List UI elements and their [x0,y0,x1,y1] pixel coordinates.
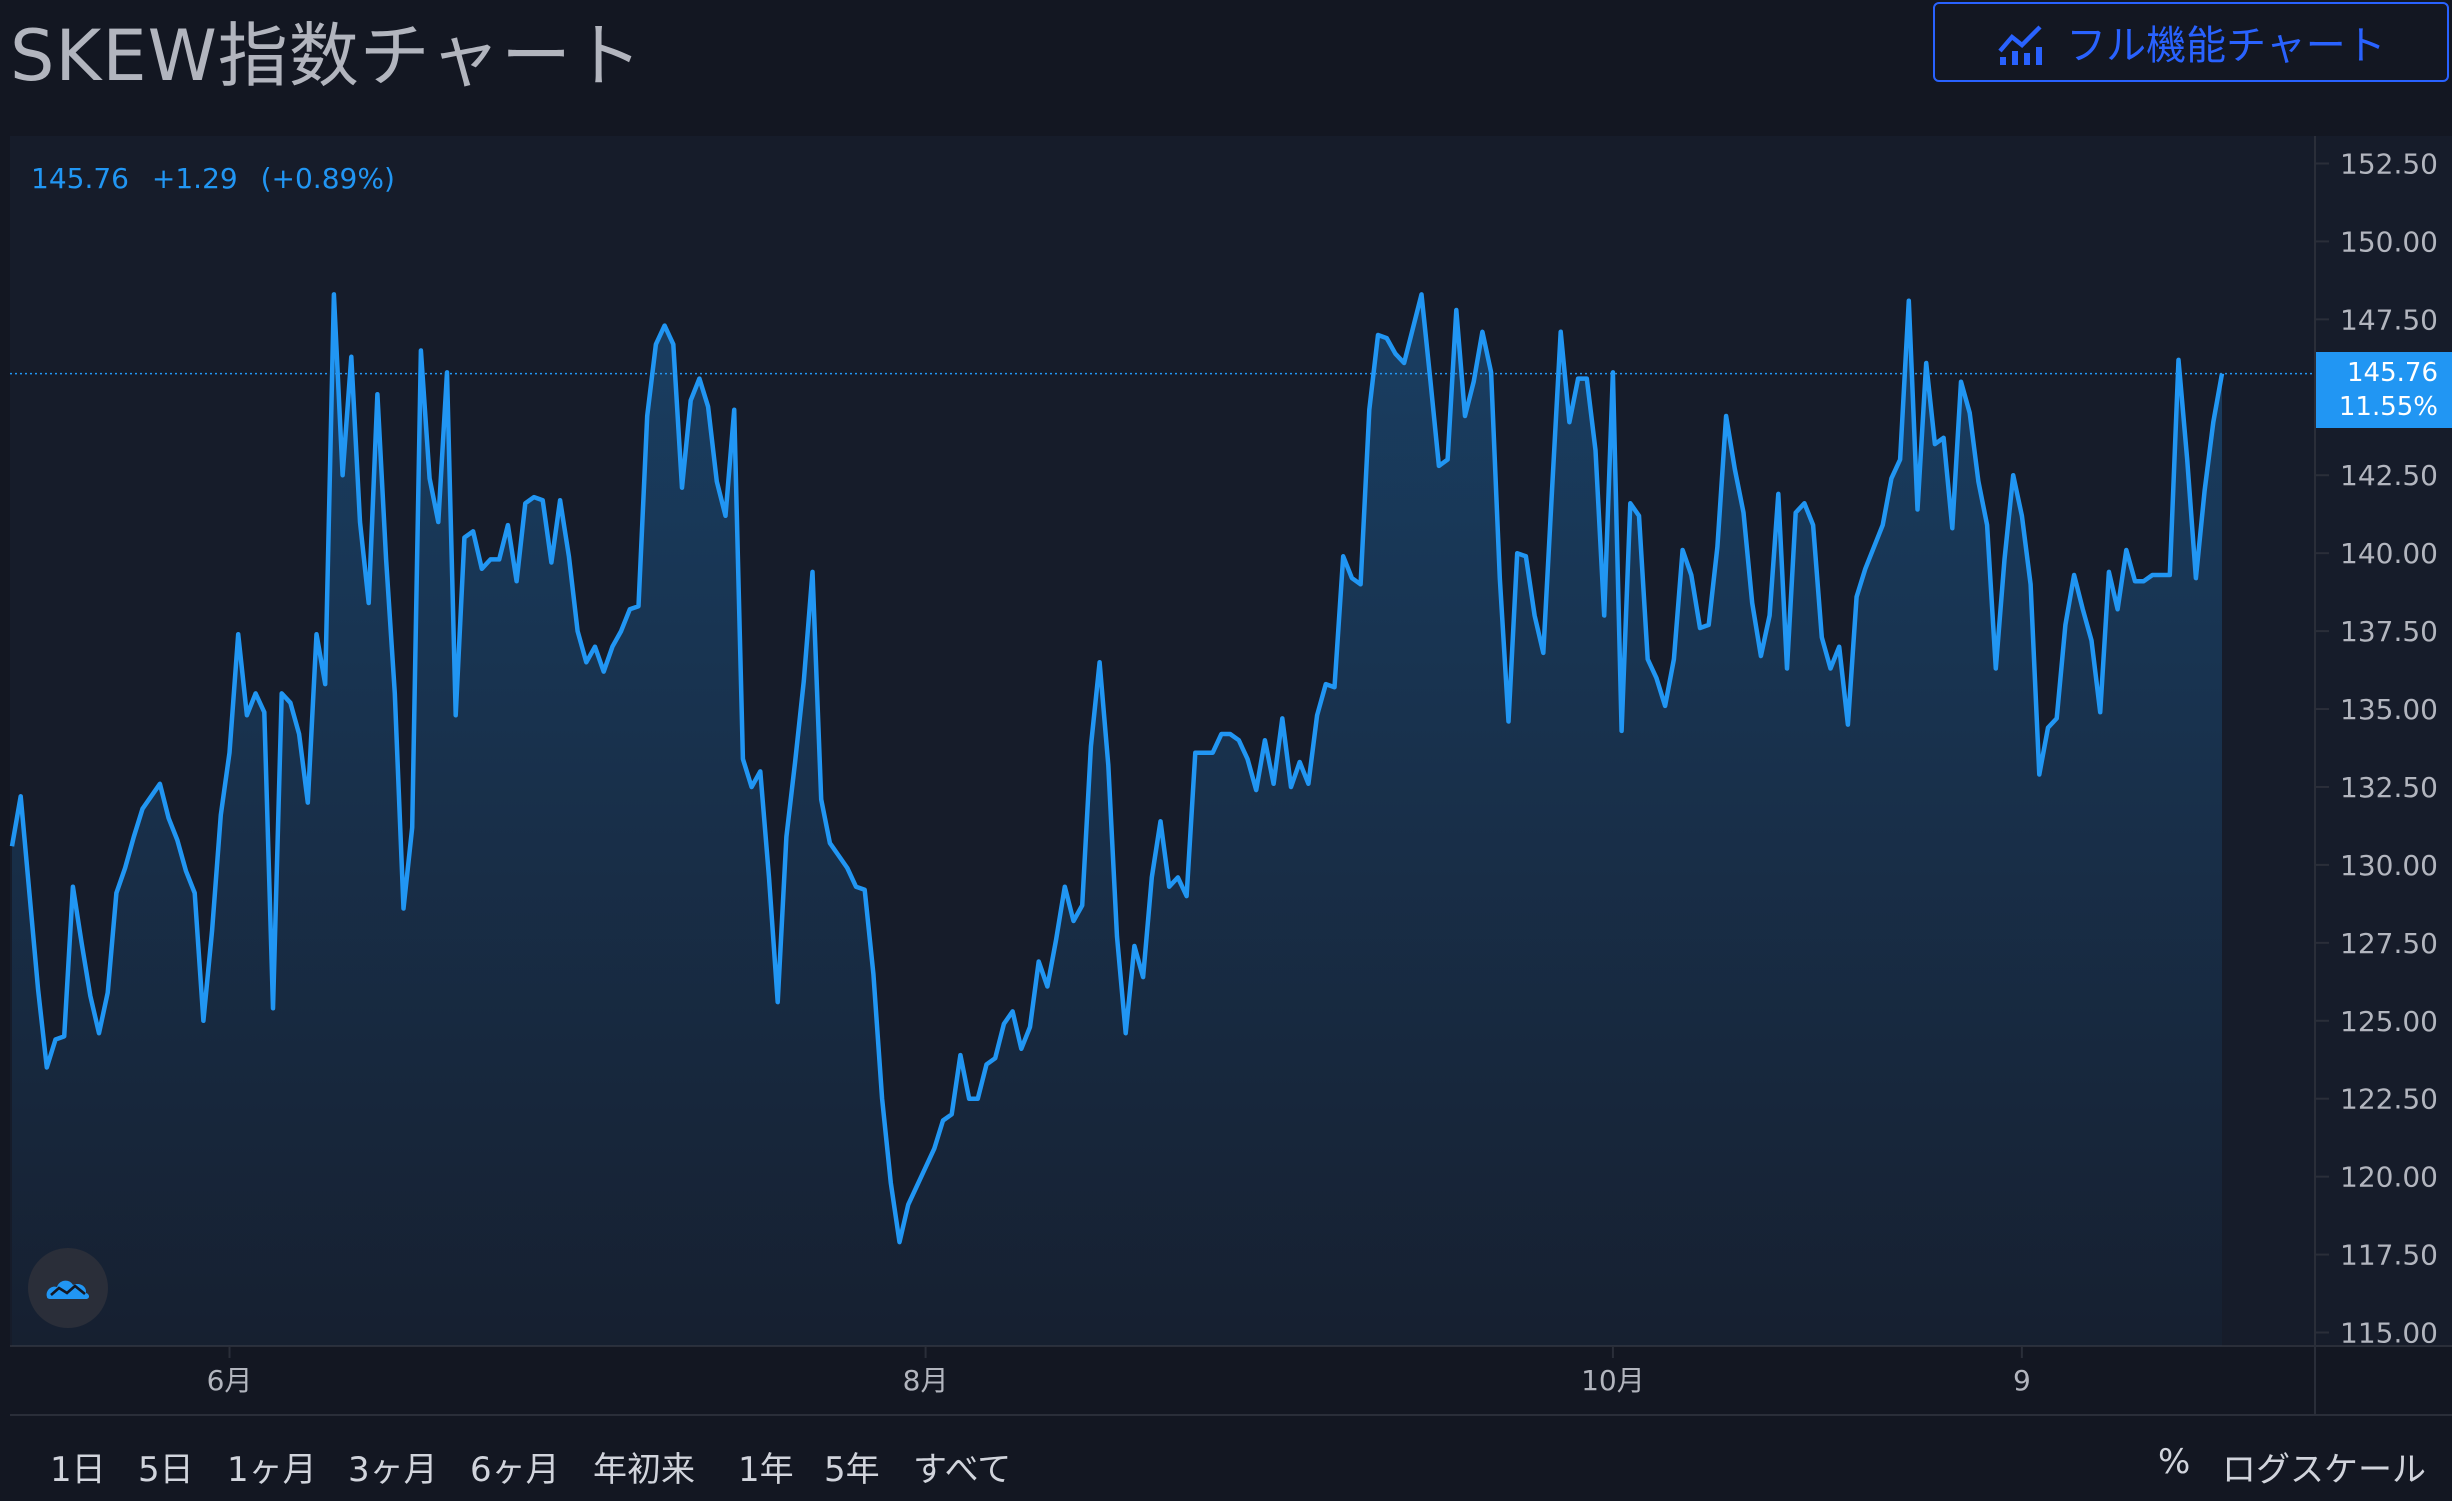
y-tick-label: 147.50 [2340,303,2438,336]
range-button[interactable]: 1年 [738,1450,794,1490]
y-tick-label: 137.50 [2340,615,2438,648]
x-tick-label: 8月 [903,1364,949,1397]
range-button[interactable]: 5年 [824,1450,880,1490]
full-chart-button-label: フル機能チャート [2066,23,2386,69]
y-tick-label: 150.00 [2340,225,2438,258]
x-tick-label: 10月 [1581,1364,1645,1397]
last-price-pct: 11.55% [2338,392,2438,422]
last-price-tag: 145.76 11.55% [2316,352,2452,428]
full-chart-button[interactable]: フル機能チャート [1933,2,2449,82]
log-scale-button[interactable]: ログスケール [2222,1450,2426,1490]
page-title: SKEW指数チャート [10,15,644,97]
tradingview-logo-icon[interactable] [28,1248,108,1328]
x-tick-label: 6月 [207,1364,253,1397]
range-button[interactable]: 1ヶ月 [227,1450,317,1490]
legend-price: 145.76 [31,162,129,195]
y-tick-label: 115.00 [2340,1317,2438,1350]
series-line [9,292,2225,1245]
last-price-value: 145.76 [2347,358,2438,388]
x-tick-label: 9 [2013,1364,2031,1397]
y-tick-label: 125.00 [2340,1005,2438,1038]
range-button[interactable]: すべて [913,1450,1012,1490]
chart-line-icon [1998,25,2043,65]
legend-change-pct: (+0.89%) [260,162,395,195]
range-toolbar: 1日 5日 1ヶ月 3ヶ月 6ヶ月 年初来 1年 5年 すべて % ログスケール [10,1414,2452,1501]
y-tick-label: 152.50 [2340,148,2438,181]
y-tick-label: 135.00 [2340,693,2438,726]
y-tick-label: 142.50 [2340,459,2438,492]
y-tick-label: 127.50 [2340,927,2438,960]
y-tick-label: 132.50 [2340,771,2438,804]
y-tick-label: 122.50 [2340,1083,2438,1116]
y-tick-label: 120.00 [2340,1161,2438,1194]
cloud-chart-icon [46,1280,89,1299]
legend-change: +1.29 [151,162,238,195]
range-button[interactable]: 1日 [50,1450,106,1490]
y-tick-label: 130.00 [2340,849,2438,882]
percent-button[interactable]: % [2158,1442,2191,1482]
price-chart[interactable]: 115.00 117.50 120.00 122.50 125.00 127.50 130.… [0,0,2452,1414]
series-area [12,294,2222,1346]
price-legend: 145.76 +1.29 (+0.89%) [31,162,409,195]
range-button[interactable]: 3ヶ月 [348,1450,438,1490]
range-button[interactable]: 年初来 [593,1450,695,1490]
range-button[interactable]: 6ヶ月 [470,1450,560,1490]
y-tick-label: 140.00 [2340,537,2438,570]
range-button[interactable]: 5日 [138,1450,194,1490]
y-tick-label: 117.50 [2340,1239,2438,1272]
